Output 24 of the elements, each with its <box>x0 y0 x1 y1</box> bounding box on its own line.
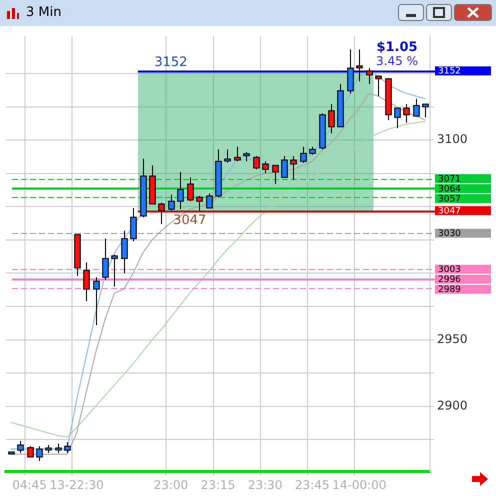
y-tick-label: 2900 <box>437 398 468 412</box>
x-tick-label: 04:45 <box>12 478 47 492</box>
y-tick-label: 3100 <box>437 132 468 146</box>
annotation: 3152 <box>154 55 188 70</box>
x-tick-label: 14-00:00 <box>332 478 386 492</box>
ref-line-label: 3152 <box>438 66 461 77</box>
annotation: 3047 <box>173 213 206 228</box>
ref-line-label: 2996 <box>438 275 462 286</box>
x-tick-label: 13-22:30 <box>50 478 104 492</box>
ref-line-label: 2989 <box>438 285 462 296</box>
ref-line-label: 3003 <box>438 265 461 276</box>
x-tick-label: 23:45 <box>294 478 330 492</box>
x-tick-label: 23:00 <box>154 478 188 492</box>
ref-line-label: 3047 <box>438 206 461 216</box>
annotation: 3.45 % <box>376 54 418 68</box>
ref-line-label: 3030 <box>438 229 462 240</box>
chart-title: 3 Min <box>26 5 62 20</box>
x-tick-label: 23:30 <box>248 478 282 492</box>
y-tick-label: 2950 <box>437 332 468 346</box>
x-tick-label: 23:15 <box>200 478 236 492</box>
ref-line-label: 3071 <box>438 174 461 185</box>
annotation: $1.05 <box>376 40 418 56</box>
ref-line-label: 3064 <box>438 184 462 195</box>
ref-line-label: 3057 <box>438 194 461 205</box>
